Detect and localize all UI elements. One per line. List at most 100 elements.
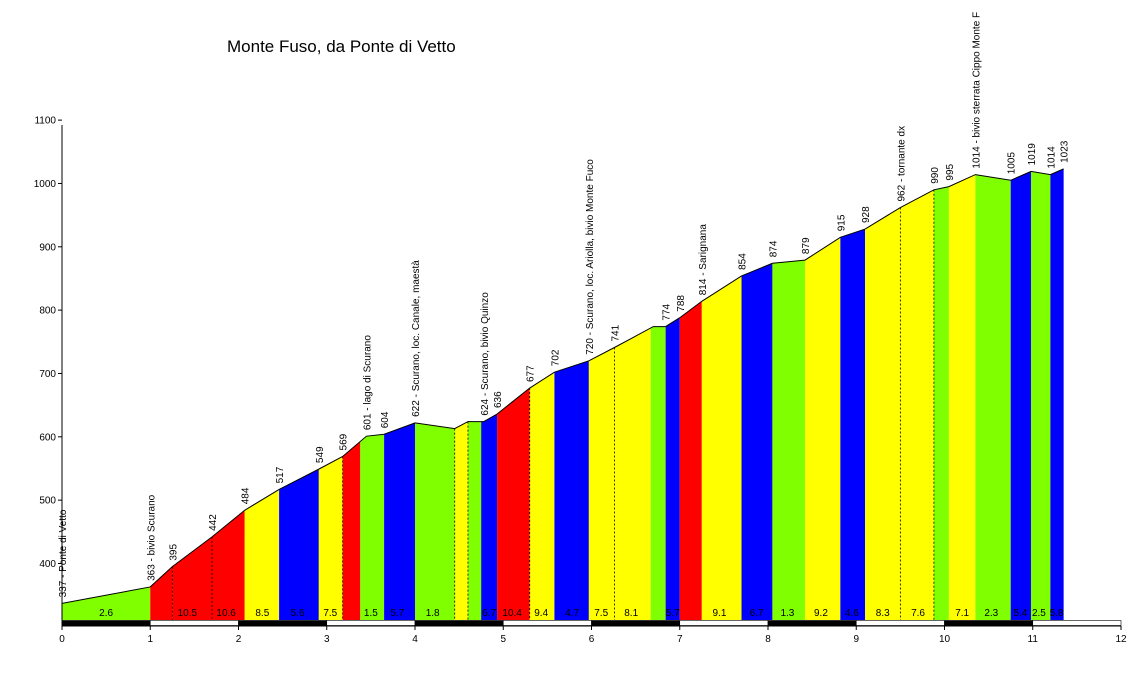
distance-bar-9 [855, 620, 945, 626]
distance-bar-8 [767, 620, 857, 626]
elevation-label-5: 517 [275, 466, 286, 483]
gradient-label-2: 10.5 [178, 608, 198, 619]
x-tick-label-5: 5 [500, 634, 506, 645]
gradient-segment-23 [741, 263, 773, 620]
elevation-label-0: 337 - Ponte di Vetto [58, 509, 69, 597]
gradient-segment-28 [900, 189, 934, 620]
gradient-label-34: 5.8 [1050, 608, 1064, 619]
y-tick-label-7: 1100 [34, 116, 56, 127]
elevation-label-4: 484 [241, 487, 252, 504]
gradient-segment-14 [497, 388, 530, 620]
elevation-label-18: 788 [676, 295, 687, 312]
distance-bar-11 [1032, 620, 1122, 626]
elevation-label-14: 702 [550, 349, 561, 366]
gradient-segment-2 [172, 536, 213, 620]
gradient-segment-27 [865, 207, 901, 620]
elevation-label-layer: 337 - Ponte di Vetto 363 - bivio Scurano 3… [58, 12, 1071, 598]
gradient-label-5: 5.6 [291, 608, 305, 619]
gradient-label-32: 5.4 [1013, 608, 1027, 619]
elevation-label-15: 720 - Scurano, loc. Ariolla, bivio Monte… [585, 159, 596, 355]
x-tick-label-3: 3 [324, 634, 330, 645]
elevation-label-31: 1014 [1046, 146, 1057, 169]
x-tick-label-7: 7 [677, 634, 683, 645]
gradient-label-8: 1.5 [364, 608, 378, 619]
gradient-label-18: 8.1 [624, 608, 638, 619]
x-tick-label-6: 6 [589, 634, 595, 645]
gradient-label-31: 2.3 [984, 608, 998, 619]
gradient-label-23: 6.7 [750, 608, 764, 619]
x-tick-label-4: 4 [412, 634, 418, 645]
gradient-segment-3 [212, 510, 245, 620]
elevation-label-30: 1019 [1027, 143, 1038, 166]
elevation-label-10: 622 - Scurano, loc. Canale, maestà [411, 260, 422, 417]
elevation-label-28: 1014 - bivio sterrata Cippo Monte F [971, 12, 982, 169]
gradient-segment-5 [279, 469, 319, 620]
distance-bar-6 [591, 620, 681, 626]
gradient-label-25: 9.2 [814, 608, 828, 619]
gradient-label-22: 9.1 [713, 608, 727, 619]
elevation-label-13: 677 [526, 365, 537, 382]
elevation-label-7: 569 [339, 433, 350, 450]
y-tick-label-0: 400 [39, 559, 56, 570]
segment-layer [62, 168, 1064, 620]
gradient-segment-19 [650, 326, 666, 620]
elevation-label-12: 636 [493, 391, 504, 408]
gradient-segment-21 [679, 301, 702, 620]
x-tick-label-9: 9 [853, 634, 859, 645]
gradient-segment-9 [384, 422, 415, 620]
gradient-segment-16 [554, 360, 589, 620]
gradient-segment-24 [772, 260, 806, 620]
elevation-label-9: 604 [380, 411, 391, 428]
y-tick-label-5: 900 [39, 242, 56, 253]
x-tick-label-1: 1 [147, 634, 153, 645]
chart-title: Monte Fuso, da Ponte di Vetto [227, 37, 456, 56]
gradient-segment-15 [529, 372, 555, 620]
elevation-label-24: 928 [861, 206, 872, 223]
x-tick-label-11: 11 [1028, 634, 1039, 645]
elevation-label-11: 624 - Scurano, bivio Quinzo [480, 292, 491, 416]
gradient-label-16: 4.7 [565, 608, 579, 619]
gradient-segment-22 [701, 275, 742, 620]
gradient-segment-17 [588, 347, 615, 620]
elevation-label-32: 1023 [1060, 140, 1071, 163]
elevation-label-23: 915 [836, 214, 847, 231]
gradient-segment-32 [1010, 171, 1031, 620]
elevation-label-25: 962 - tornante dx [896, 126, 907, 202]
elevation-label-29: 1005 [1007, 152, 1018, 175]
y-tick-label-1: 500 [39, 496, 56, 507]
elevation-label-21: 874 [768, 240, 779, 257]
gradient-segment-10 [415, 422, 455, 620]
gradient-segment-18 [614, 328, 651, 620]
elevation-label-3: 442 [208, 514, 219, 531]
elevation-label-26: 990 [930, 167, 941, 184]
elevation-label-22: 879 [801, 237, 812, 254]
y-tick-label-3: 700 [39, 369, 56, 380]
profile-outline [61, 168, 1064, 604]
y-tick-label-2: 600 [39, 432, 56, 443]
distance-bar-7 [679, 620, 769, 626]
gradient-segment-4 [244, 489, 280, 620]
distance-bar-0 [61, 620, 151, 626]
gradient-label-layer: 2.6 10.5 10.6 8.5 5.6 7.5 1.5 5.7 1.8 6.7 10.4 9.4 4… [99, 608, 1064, 619]
gradient-segment-34 [1050, 168, 1064, 620]
distance-bar-5 [502, 620, 592, 626]
gradient-label-3: 10.6 [216, 608, 236, 619]
gradient-segment-1 [150, 566, 173, 620]
x-tick-label-8: 8 [765, 634, 771, 645]
gradient-label-9: 5.7 [390, 608, 404, 619]
elevation-label-1: 363 - bivio Scurano [146, 494, 157, 581]
distance-bar-2 [238, 620, 328, 626]
x-tick-label-2: 2 [236, 634, 242, 645]
gradient-label-24: 1.3 [780, 608, 794, 619]
gradient-segment-6 [318, 456, 343, 620]
gradient-segment-31 [975, 174, 1011, 620]
elevation-label-27: 995 [945, 163, 956, 180]
gradient-label-10: 1.8 [426, 608, 440, 619]
gradient-segment-8 [360, 434, 385, 620]
distance-bar-10 [944, 620, 1034, 626]
gradient-segment-20 [665, 317, 680, 620]
gradient-segment-11 [454, 421, 468, 620]
elevation-label-16: 741 [610, 324, 621, 341]
